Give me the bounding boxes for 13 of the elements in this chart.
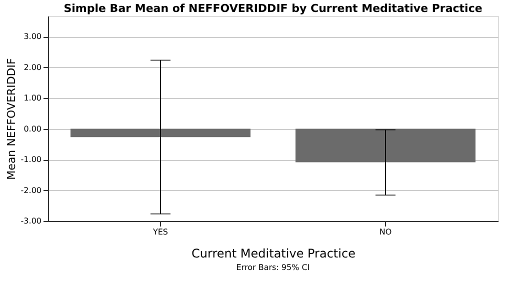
chart-title: Simple Bar Mean of NEFFOVERIDDIF by Current Meditative Practice: [64, 2, 482, 15]
x-tick-label: YES: [152, 228, 168, 236]
y-tick-label: -1.00: [20, 155, 42, 164]
y-tick-label: 1.00: [24, 94, 42, 103]
y-tick-label: 2.00: [24, 62, 42, 72]
y-tick-label: 3.00: [24, 32, 42, 42]
y-tick-label: -2.00: [20, 186, 42, 195]
text: Error Bars: 95% CI: [236, 263, 310, 272]
y-tick-label: -3.00: [20, 216, 42, 226]
y-tick-label: 0.00: [24, 124, 42, 134]
y-axis-title: Mean NEFFOVERIDDIF: [4, 58, 18, 180]
x-axis-title: Current Meditative Practice: [192, 246, 356, 260]
x-tick-label: NO: [379, 228, 392, 236]
